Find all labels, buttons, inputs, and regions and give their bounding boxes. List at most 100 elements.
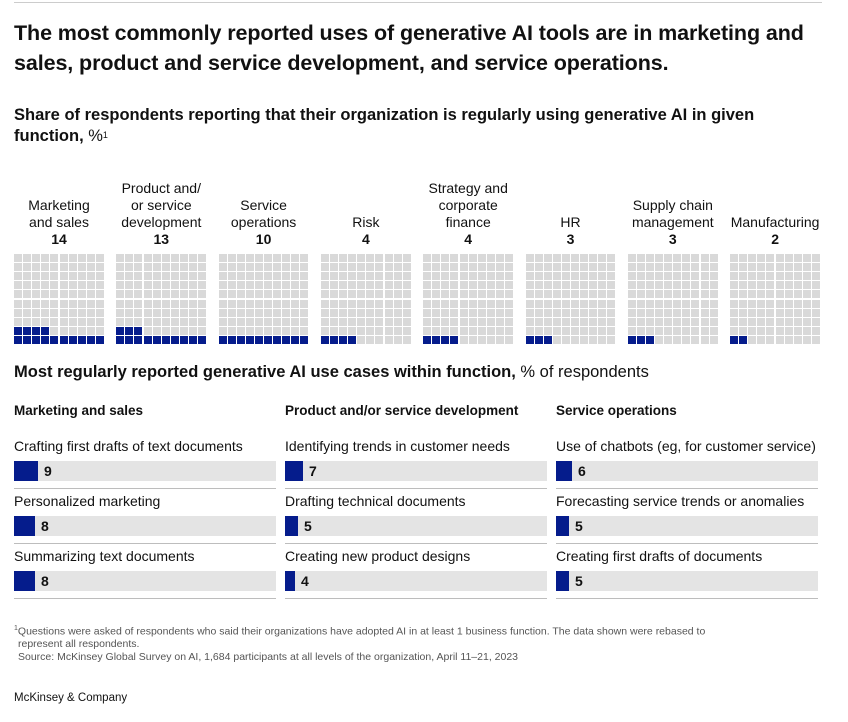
waffle-cell-empty bbox=[300, 281, 309, 290]
waffle-cell-empty bbox=[450, 272, 459, 281]
waffle-cell-empty bbox=[486, 299, 495, 308]
use-case-label: Summarizing text documents bbox=[14, 548, 195, 564]
use-case-bar-track: 9 bbox=[14, 461, 276, 481]
waffle-cell-empty bbox=[441, 317, 450, 326]
waffle-cell-empty bbox=[402, 326, 411, 335]
waffle-cell-empty bbox=[320, 299, 329, 308]
waffle-cell-empty bbox=[739, 326, 748, 335]
waffle-cell-empty bbox=[245, 254, 254, 262]
waffle-cell-empty bbox=[691, 299, 700, 308]
waffle-cell-empty bbox=[423, 254, 432, 262]
waffle-cell-empty bbox=[450, 308, 459, 317]
waffle-cell-empty bbox=[793, 254, 802, 262]
waffle-cell-empty bbox=[766, 254, 775, 262]
waffle-cell-empty bbox=[571, 308, 579, 317]
waffle-cell-empty bbox=[589, 308, 598, 317]
waffle-cell-empty bbox=[811, 263, 820, 272]
waffle-cell-empty bbox=[552, 326, 561, 335]
waffle-cell-empty bbox=[339, 254, 348, 262]
waffle-category-label: Service operations bbox=[199, 197, 329, 231]
waffle-cell-empty bbox=[143, 272, 152, 281]
waffle-cell-empty bbox=[152, 326, 161, 335]
waffle-cell-empty bbox=[264, 317, 273, 326]
waffle-cell-empty bbox=[505, 308, 514, 317]
waffle-cell-empty bbox=[811, 308, 820, 317]
waffle-cell-empty bbox=[766, 326, 775, 335]
waffle-cell-empty bbox=[468, 290, 477, 299]
waffle-cell-empty bbox=[152, 290, 161, 299]
waffle-cell-empty bbox=[198, 299, 207, 308]
waffle-cell-empty bbox=[682, 263, 691, 272]
waffle-cell-empty bbox=[50, 299, 59, 308]
waffle-cell-empty bbox=[571, 299, 579, 308]
waffle-cell-empty bbox=[339, 281, 348, 290]
row-divider bbox=[285, 488, 547, 489]
waffle-cell-empty bbox=[329, 290, 338, 299]
waffle-cell-empty bbox=[77, 317, 86, 326]
waffle-cell-empty bbox=[580, 290, 589, 299]
waffle-cell-empty bbox=[366, 272, 375, 281]
waffle-category-label: Risk bbox=[301, 214, 431, 231]
waffle-cell-empty bbox=[673, 290, 682, 299]
use-case-bar-track: 8 bbox=[14, 571, 276, 591]
use-case-value-label: 9 bbox=[44, 463, 52, 479]
waffle-cell-empty bbox=[227, 281, 236, 290]
waffle-cell-empty bbox=[709, 254, 718, 262]
waffle-cell-empty bbox=[143, 281, 152, 290]
waffle-cell-empty bbox=[682, 308, 691, 317]
waffle-cell-filled bbox=[627, 335, 636, 344]
waffle-cell-empty bbox=[402, 299, 411, 308]
waffle-cell-empty bbox=[802, 335, 811, 344]
waffle-cell-empty bbox=[645, 308, 654, 317]
waffle-cell-empty bbox=[664, 326, 673, 335]
waffle-cell-empty bbox=[95, 254, 104, 262]
waffle-cell-empty bbox=[802, 317, 811, 326]
waffle-cell-empty bbox=[450, 290, 459, 299]
waffle-cell-empty bbox=[245, 272, 254, 281]
waffle-cell-empty bbox=[218, 263, 227, 272]
waffle-cell-empty bbox=[682, 272, 691, 281]
waffle-cell-empty bbox=[598, 281, 607, 290]
waffle-cell-empty bbox=[23, 272, 32, 281]
waffle-cell-empty bbox=[357, 299, 366, 308]
waffle-cell-empty bbox=[339, 299, 348, 308]
waffle-cell-empty bbox=[264, 263, 273, 272]
waffle-cell-empty bbox=[811, 290, 820, 299]
waffle-cell-empty bbox=[14, 281, 22, 290]
waffle-cell-empty bbox=[366, 281, 375, 290]
waffle-cell-empty bbox=[254, 326, 263, 335]
waffle-cell-empty bbox=[23, 317, 32, 326]
waffle-cell-empty bbox=[68, 308, 77, 317]
waffle-cell-empty bbox=[525, 299, 534, 308]
waffle-cell-empty bbox=[393, 254, 402, 262]
waffle-cell-empty bbox=[236, 308, 245, 317]
waffle-cell-empty bbox=[552, 272, 561, 281]
waffle-cell-empty bbox=[384, 254, 393, 262]
waffle-cell-empty bbox=[384, 335, 393, 344]
waffle-cell-empty bbox=[432, 317, 441, 326]
waffle-cell-empty bbox=[505, 326, 514, 335]
waffle-cell-empty bbox=[348, 281, 357, 290]
waffle-cell-empty bbox=[339, 272, 348, 281]
waffle-cell-filled bbox=[339, 335, 348, 344]
use-case-row: Summarizing text documents 8 bbox=[14, 547, 276, 602]
waffle-cell-filled bbox=[300, 335, 309, 344]
waffle-cell-empty bbox=[730, 290, 739, 299]
waffle-cell-empty bbox=[236, 326, 245, 335]
waffle-cell-empty bbox=[366, 317, 375, 326]
waffle-cell-empty bbox=[534, 299, 543, 308]
waffle-cell-filled bbox=[125, 326, 134, 335]
footnote-line-2: represent all respondents. bbox=[18, 638, 140, 650]
waffle-label-line: development bbox=[121, 214, 202, 230]
waffle-cell-empty bbox=[543, 326, 552, 335]
footnote: 1Questions were asked of respondents who… bbox=[14, 623, 774, 663]
waffle-cell-empty bbox=[23, 263, 32, 272]
waffle-cell-empty bbox=[552, 317, 561, 326]
footnote-line-1: Questions were asked of respondents who … bbox=[17, 625, 706, 638]
waffle-cell-empty bbox=[291, 299, 300, 308]
waffle-cell-empty bbox=[636, 281, 645, 290]
waffle-cell-empty bbox=[802, 272, 811, 281]
waffle-cell-empty bbox=[691, 335, 700, 344]
waffle-label-wrapper: Strategy and corporate finance bbox=[423, 162, 513, 231]
waffle-cell-empty bbox=[50, 272, 59, 281]
